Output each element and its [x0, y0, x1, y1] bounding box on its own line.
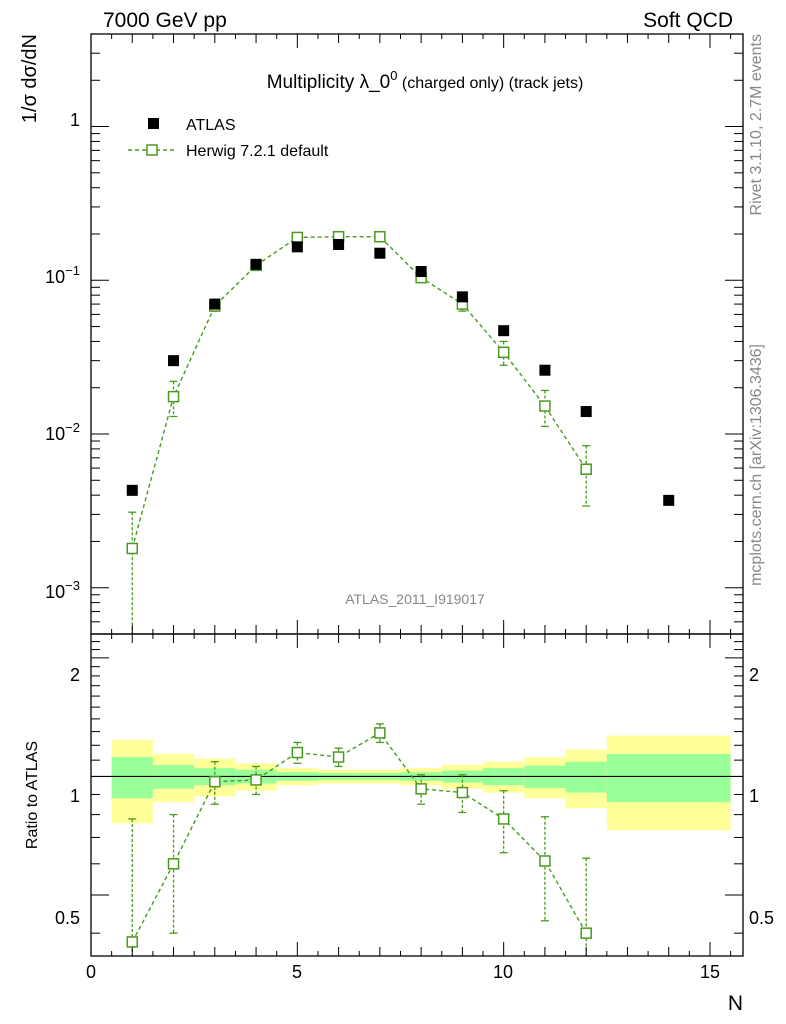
ratio-tick-label-0.5-right: 0.5 — [749, 908, 774, 928]
herwig-point — [539, 400, 551, 412]
ratio-point — [580, 927, 592, 939]
axes — [90, 33, 744, 957]
legend-herwig-marker — [146, 144, 158, 156]
y-tick-label-1: 1 — [70, 110, 80, 130]
y-tick-label-1e-2: 10−2 — [45, 420, 80, 444]
herwig-series — [126, 230, 592, 634]
x-tick-label-10: 10 — [493, 962, 513, 982]
herwig-point — [291, 231, 304, 244]
ratio-point — [415, 783, 427, 795]
ratio-herwig-series — [126, 723, 592, 956]
atlas-point — [291, 241, 303, 253]
ratio-point — [167, 858, 180, 870]
ratio-point — [291, 746, 304, 759]
ratio-tick-label-2-right: 2 — [749, 665, 759, 685]
header-left: 7000 GeV pp — [103, 9, 227, 32]
ratio-point — [456, 786, 469, 799]
ratio-tick-label-2-left: 2 — [70, 665, 80, 685]
atlas-point — [663, 494, 675, 506]
atlas-point — [250, 258, 262, 270]
ratio-tick-label-1-right: 1 — [749, 786, 759, 806]
ratio-panel-frame — [90, 633, 744, 957]
atlas-point — [374, 247, 386, 259]
y-tick-label-1e-1: 10−1 — [45, 263, 80, 287]
ratio-point — [374, 727, 386, 739]
ratio-point — [209, 775, 221, 788]
legend-atlas-label: ATLAS — [186, 117, 236, 134]
ratio-herwig-line — [131, 731, 587, 943]
ratio-point — [497, 813, 510, 825]
herwig-point — [167, 390, 180, 403]
ratio-band-stat-0 — [111, 757, 153, 799]
atlas-point — [168, 355, 180, 367]
ratio-tick-label-0.5-left: 0.5 — [55, 908, 80, 928]
atlas-point — [333, 238, 345, 250]
analysis-watermark: ATLAS_2011_I919017 — [345, 591, 485, 607]
x-tick-label-15: 15 — [700, 962, 720, 982]
plot-title-rest: (charged only) (track jets) — [397, 75, 583, 92]
atlas-series — [126, 238, 675, 506]
y-tick-label-1e-3: 10−3 — [45, 578, 80, 602]
herwig-line — [131, 236, 587, 549]
herwig-point — [374, 230, 386, 243]
atlas-point — [456, 291, 468, 303]
atlas-point — [209, 298, 221, 310]
header-right: Soft QCD — [643, 9, 733, 32]
ratio-point — [250, 774, 262, 786]
ratio-point — [539, 855, 551, 867]
mcplots-label: mcplots.cern.ch [arXiv:1306.3436] — [748, 344, 765, 586]
x-tick-label-5: 5 — [292, 962, 302, 982]
atlas-point — [126, 484, 138, 496]
plot-title: Multiplicity λ_00 (charged only) (track … — [267, 68, 584, 93]
herwig-point — [497, 346, 510, 359]
atlas-point — [539, 364, 551, 376]
rivet-label: Rivet 3.1.10, 2.7M events — [748, 34, 765, 215]
ratio-point — [332, 751, 345, 763]
herwig-point — [580, 463, 592, 475]
legend: ATLAS Herwig 7.2.1 default — [128, 117, 329, 160]
legend-atlas-marker — [148, 118, 159, 129]
ratio-band-stat-11 — [565, 761, 607, 793]
x-axis-label: N — [728, 992, 743, 1015]
ratio-band-stat-12 — [606, 754, 731, 803]
herwig-point — [126, 542, 139, 555]
atlas-point — [498, 325, 510, 337]
atlas-point — [415, 266, 427, 278]
ratio-y-axis-label: Ratio to ATLAS — [24, 741, 41, 849]
atlas-point — [580, 406, 592, 418]
ratio-tick-label-1-left: 1 — [70, 786, 80, 806]
legend-herwig-label: Herwig 7.2.1 default — [186, 143, 329, 160]
x-tick-label-0: 0 — [86, 962, 96, 982]
plot-title-main: Multiplicity λ_0 — [267, 72, 391, 93]
y-axis-label: 1/σ dσ/dN — [19, 34, 41, 123]
plot-title-sup: 0 — [390, 68, 397, 83]
ratio-point — [126, 936, 139, 948]
